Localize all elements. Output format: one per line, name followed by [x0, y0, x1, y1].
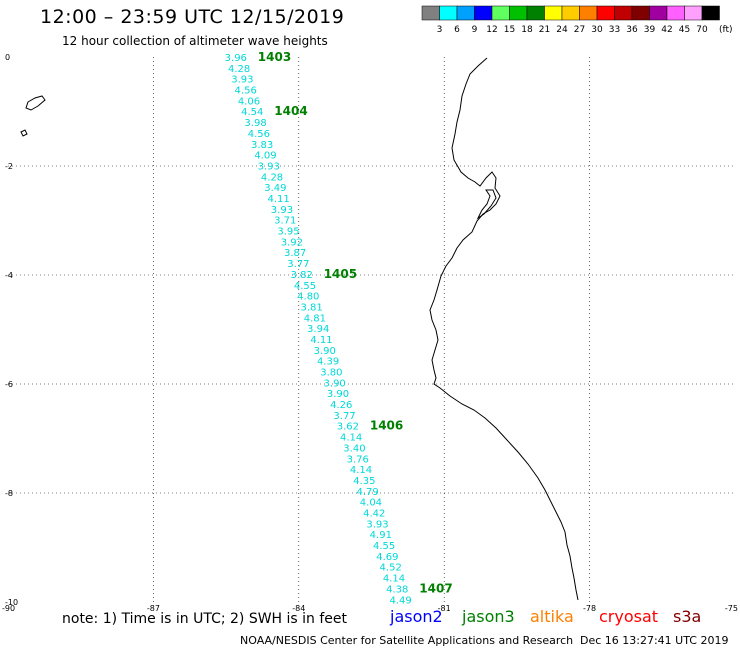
page-subtitle: 12 hour collection of altimeter wave hei…	[62, 34, 328, 48]
swh-value: 4.14	[340, 433, 362, 444]
credit-line: NOAA/NESDIS Center for Satellite Applica…	[240, 634, 574, 647]
altimeter-track: 3.964.283.934.564.064.543.984.563.834.09…	[225, 53, 412, 606]
swh-value: 3.87	[284, 248, 306, 259]
swh-value: 3.90	[314, 346, 336, 357]
lat-tick-label: -2	[5, 162, 13, 171]
lon-tick-label: -84	[292, 604, 305, 613]
swh-value: 4.49	[389, 595, 411, 606]
lon-tick-label: -81	[438, 604, 451, 613]
swh-value: 4.11	[310, 335, 332, 346]
track-time-label: 1403	[258, 50, 291, 64]
track-time-label: 1405	[324, 267, 357, 281]
swh-value: 3.92	[281, 237, 303, 248]
swh-value: 3.40	[343, 443, 365, 454]
swh-value: 4.14	[383, 574, 405, 585]
lon-tick-label: -87	[147, 604, 160, 613]
swh-value: 4.39	[317, 357, 339, 368]
lon-tick-label: -90	[2, 604, 15, 613]
swh-value: 3.93	[366, 519, 388, 530]
track-time-label: 1407	[419, 581, 452, 595]
swh-value: 4.09	[254, 151, 276, 162]
swh-value: 3.71	[274, 216, 296, 227]
coastline-mainland	[429, 57, 579, 601]
galapagos-island-small	[20, 129, 28, 137]
map-grid	[8, 57, 735, 602]
swh-value: 4.38	[386, 584, 408, 595]
swh-value: 3.77	[287, 259, 309, 270]
swh-value: 3.81	[300, 302, 322, 313]
lon-tick-label: -78	[583, 604, 596, 613]
swh-value: 4.14	[350, 465, 372, 476]
swh-value: 4.91	[370, 530, 392, 541]
coastline	[20, 57, 579, 601]
lon-tick-label: -75	[725, 604, 738, 613]
galapagos-island-large	[25, 95, 46, 111]
satellite-altika-label: altika	[530, 607, 574, 626]
lat-tick-label: -6	[5, 380, 13, 389]
swh-value: 4.55	[294, 281, 316, 292]
swh-value: 4.52	[380, 563, 402, 574]
swh-value: 3.93	[231, 75, 253, 86]
lat-tick-label: -4	[5, 271, 13, 280]
map-axis-labels: 0 -2 -4 -6 -8 -10-90 -87 -84 -81 -78 -75	[2, 53, 738, 613]
swh-value: 3.62	[337, 422, 359, 433]
swh-value: 3.93	[258, 161, 280, 172]
swh-value: 4.54	[241, 107, 263, 118]
swh-value: 4.55	[373, 541, 395, 552]
swh-value: 3.76	[347, 454, 369, 465]
swh-value: 4.28	[261, 172, 283, 183]
swh-value: 3.82	[291, 270, 313, 281]
footer-note: note: 1) Time is in UTC; 2) SWH is in fe…	[62, 611, 348, 627]
swh-value: 4.06	[238, 96, 260, 107]
satellite-jason2-label: jason2	[390, 607, 443, 626]
satellite-jason3-label: jason3	[462, 607, 515, 626]
satellite-cryosat-label: cryosat	[599, 607, 659, 626]
swh-value: 3.94	[307, 324, 329, 335]
swh-value: 3.90	[327, 389, 349, 400]
swh-value: 3.80	[320, 368, 342, 379]
swh-value: 4.56	[235, 86, 257, 97]
swh-value: 3.49	[264, 183, 286, 194]
wave-height-map: 3.964.283.934.564.064.543.984.563.834.09…	[2, 50, 738, 613]
swh-value: 4.56	[248, 129, 270, 140]
swh-value: 4.04	[360, 498, 382, 509]
lat-tick-label: -8	[5, 489, 13, 498]
lat-tick-label: 0	[5, 53, 10, 62]
page-title: 12:00 – 23:59 UTC 12/15/2019	[40, 6, 345, 28]
swh-value: 4.80	[297, 292, 319, 303]
coastline-bay	[476, 189, 497, 220]
swh-value: 3.96	[225, 53, 247, 64]
swh-value: 3.93	[271, 205, 293, 216]
swh-value: 3.98	[244, 118, 266, 129]
track-time-label: 1406	[370, 419, 403, 433]
swh-value: 4.69	[376, 552, 398, 563]
generated-timestamp: Dec 16 13:27:41 UTC 2019	[580, 634, 729, 647]
swh-value: 3.90	[324, 378, 346, 389]
swh-value: 4.42	[363, 509, 385, 520]
swh-value: 4.35	[353, 476, 375, 487]
swh-value: 3.83	[251, 140, 273, 151]
lat-tick-label: -10	[5, 598, 18, 607]
track-time-label: 1404	[274, 104, 307, 118]
swh-value: 3.95	[277, 227, 299, 238]
satellite-s3a-label: s3a	[673, 607, 702, 626]
swh-value: 4.28	[228, 64, 250, 75]
swh-value: 4.79	[356, 487, 378, 498]
swh-value: 4.11	[268, 194, 290, 205]
swh-value: 3.77	[333, 411, 355, 422]
track-time-labels: 1403 1404 1405 1406 1407	[258, 50, 453, 595]
swh-value: 4.26	[330, 400, 352, 411]
swh-value: 4.81	[304, 313, 326, 324]
